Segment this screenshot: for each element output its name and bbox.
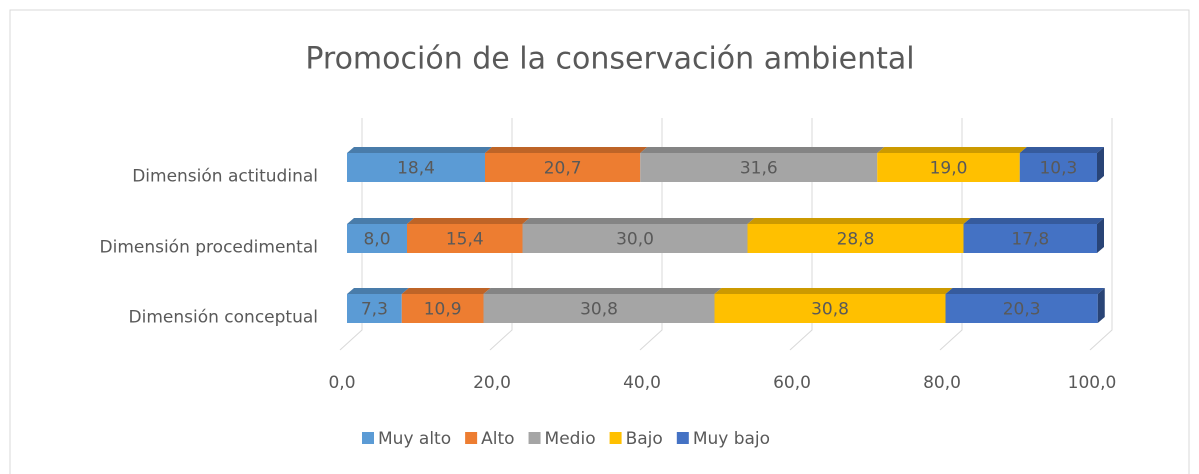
bar (347, 294, 402, 323)
grid-line (489, 118, 513, 351)
bar-top (407, 218, 530, 224)
value-label: 18,4 (397, 159, 435, 179)
bar (347, 224, 407, 253)
value-label: 10,3 (1039, 159, 1077, 179)
bar-top (347, 147, 492, 153)
bar-top (522, 218, 755, 224)
bar-top (640, 147, 885, 153)
bar (963, 224, 1097, 253)
legend-swatch (465, 432, 478, 444)
bar (877, 153, 1020, 182)
bar (945, 294, 1098, 323)
legend-swatch (609, 432, 622, 444)
grid-line (789, 118, 813, 351)
y-tick-label: Dimensión conceptual (129, 308, 318, 328)
bar (485, 153, 641, 182)
value-label: 8,0 (363, 230, 390, 250)
bar-top (485, 147, 648, 153)
value-label: 19,0 (930, 159, 968, 179)
value-label: 31,6 (740, 159, 778, 179)
bar (401, 294, 484, 323)
grid-line (939, 118, 963, 351)
bar-top (1019, 147, 1104, 153)
value-label: 7,3 (361, 300, 388, 320)
bar-side (1097, 147, 1104, 182)
bar (483, 294, 715, 323)
legend-label: Alto (481, 429, 514, 449)
bar-top (483, 288, 722, 294)
bar-top (945, 288, 1105, 294)
bar (714, 294, 946, 323)
legend-swatch (362, 432, 374, 444)
bar-top (747, 218, 971, 224)
legend-label: Medio (545, 429, 596, 449)
value-label: 15,4 (446, 230, 484, 250)
value-label: 20,3 (1003, 300, 1041, 320)
bar-top (401, 288, 491, 294)
bar-side (1097, 288, 1105, 323)
bar-top (714, 288, 953, 294)
legend-swatch (528, 432, 541, 444)
bar-top (963, 218, 1104, 224)
bar-side (1097, 218, 1104, 253)
grid-line (1089, 118, 1113, 351)
legend-label: Muy alto (378, 429, 451, 449)
y-tick-label: Dimensión procedimental (100, 238, 319, 258)
value-label: 17,8 (1011, 230, 1049, 250)
bar (522, 224, 748, 253)
legend-label: Bajo (626, 429, 663, 449)
grid-line (639, 118, 663, 351)
bar-top (347, 288, 409, 294)
x-tick-label: 80,0 (923, 373, 961, 393)
x-tick-label: 100,0 (1068, 373, 1117, 393)
chart-title: Promoción de la conservación ambiental (305, 42, 914, 77)
x-tick-label: 20,0 (473, 373, 511, 393)
bar (407, 224, 523, 253)
bar (347, 153, 485, 182)
value-label: 30,8 (580, 300, 618, 320)
value-label: 10,9 (424, 300, 462, 320)
legend-label: Muy bajo (693, 429, 770, 449)
bar-top (347, 218, 414, 224)
x-tick-label: 40,0 (623, 373, 661, 393)
value-label: 30,0 (616, 230, 654, 250)
y-tick-label: Dimensión actitudinal (132, 167, 318, 187)
x-tick-label: 0,0 (328, 373, 355, 393)
value-label: 30,8 (811, 300, 849, 320)
grid-line (339, 118, 363, 351)
bar (640, 153, 878, 182)
bar (747, 224, 964, 253)
bar (1019, 153, 1097, 182)
bar-top (877, 147, 1027, 153)
value-label: 28,8 (837, 230, 875, 250)
x-tick-label: 60,0 (773, 373, 811, 393)
value-label: 20,7 (544, 159, 582, 179)
legend-swatch (676, 432, 689, 444)
